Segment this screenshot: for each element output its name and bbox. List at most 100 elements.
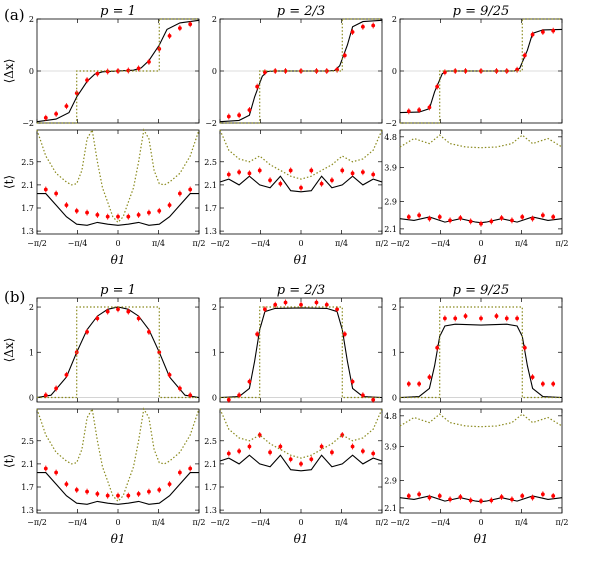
subplot-title: p = 9/25 <box>453 283 510 298</box>
data-point <box>299 302 303 307</box>
data-point <box>371 451 376 456</box>
data-point <box>340 168 345 173</box>
data-point <box>255 84 260 89</box>
data-point <box>85 78 89 82</box>
data-point <box>95 492 100 496</box>
series-dotted <box>220 18 382 124</box>
data-point <box>499 216 504 220</box>
x-tick-label: 0 <box>115 239 120 248</box>
data-point <box>453 316 458 321</box>
x-tick-label: π/4 <box>515 518 528 527</box>
y-tick-label: 2.5 <box>204 437 217 446</box>
x-axis-label: θ1 <box>474 532 489 546</box>
series-line <box>219 454 383 472</box>
panel-b-label: (b) <box>4 288 25 306</box>
data-point <box>551 215 556 219</box>
y-tick-label: 1.7 <box>21 483 34 492</box>
data-point <box>136 66 141 71</box>
x-tick-label: π/2 <box>192 518 205 527</box>
data-point <box>278 181 283 186</box>
x-tick-label: 0 <box>298 518 303 527</box>
data-point <box>342 332 347 337</box>
data-point <box>458 216 463 220</box>
data-point <box>237 113 242 118</box>
y-tick-label: 1 <box>392 348 397 357</box>
plot-frame <box>399 297 563 403</box>
data-point <box>263 307 267 312</box>
data-point <box>324 302 329 307</box>
series-dotted <box>399 413 563 428</box>
data-point <box>299 461 303 466</box>
data-point <box>288 457 293 462</box>
data-point <box>427 495 432 500</box>
data-point <box>283 69 288 73</box>
series-line <box>37 193 199 226</box>
data-point <box>177 386 182 391</box>
data-point <box>504 316 509 321</box>
data-point <box>417 492 422 497</box>
data-point <box>335 307 339 312</box>
plot-frame <box>399 129 563 235</box>
subplot-7: 0 1 2 p = 1 ⟨Δx⟩ <box>2 283 200 402</box>
x-tick-label: −π/2 <box>210 239 230 248</box>
y-tick-label: −2 <box>205 119 217 128</box>
data-point <box>330 178 334 183</box>
data-point <box>309 457 314 462</box>
data-point <box>350 444 355 449</box>
data-point <box>448 218 452 223</box>
data-point <box>417 108 422 112</box>
y-tick-label: 4.8 <box>384 133 397 142</box>
subplot-12: 2.1 2.9 3.9 4.8 −π/2 −π/4 0 π/4 π/2 θ1 <box>384 408 569 546</box>
data-point <box>360 170 365 175</box>
y-axis-label: ⟨t⟩ <box>2 175 16 189</box>
data-point <box>468 219 473 224</box>
y-tick-label: 3.9 <box>384 443 397 452</box>
y-tick-label: 2.1 <box>204 181 217 190</box>
x-tick-label: π/4 <box>152 239 165 248</box>
data-point <box>116 307 120 312</box>
data-point <box>479 221 483 226</box>
y-tick-label: 0 <box>29 393 34 402</box>
series-dotted <box>219 408 383 459</box>
data-point <box>360 24 365 29</box>
y-tick-label: 2 <box>212 303 217 312</box>
subplot-8: 0 1 2 p = 2/3 <box>212 283 383 403</box>
y-tick-label: 1.3 <box>21 506 34 515</box>
data-point <box>494 314 499 318</box>
y-tick-label: 2 <box>392 303 397 312</box>
data-point <box>453 69 458 73</box>
data-point <box>522 345 527 350</box>
series-dotted <box>220 306 382 399</box>
data-point <box>510 497 514 502</box>
data-point <box>427 216 432 221</box>
data-point <box>64 482 69 487</box>
x-tick-label: −π/4 <box>431 518 451 527</box>
data-point <box>371 23 376 28</box>
data-point <box>540 213 545 218</box>
y-tick-label: −2 <box>385 119 397 128</box>
panel-a-label: (a) <box>4 6 25 24</box>
y-tick-label: 2.1 <box>204 460 217 469</box>
y-axis-label: ⟨Δx⟩ <box>2 59 16 84</box>
data-point <box>510 218 514 223</box>
data-point <box>406 494 411 498</box>
data-point <box>515 316 519 321</box>
data-point <box>360 449 365 454</box>
series-dotted <box>37 306 199 399</box>
data-point <box>530 375 535 380</box>
data-point <box>255 332 260 337</box>
data-point <box>105 309 110 314</box>
data-point <box>299 185 303 190</box>
x-tick-label: −π/4 <box>68 518 88 527</box>
data-point <box>489 498 494 503</box>
data-point <box>105 214 110 219</box>
x-tick-label: −π/4 <box>251 239 271 248</box>
data-point <box>458 495 463 499</box>
data-point <box>520 494 525 498</box>
y-tick-label: 0 <box>29 67 34 76</box>
x-tick-label: π/2 <box>192 239 205 248</box>
series-dotted <box>219 129 383 180</box>
data-point <box>64 104 69 108</box>
data-point <box>64 203 69 208</box>
